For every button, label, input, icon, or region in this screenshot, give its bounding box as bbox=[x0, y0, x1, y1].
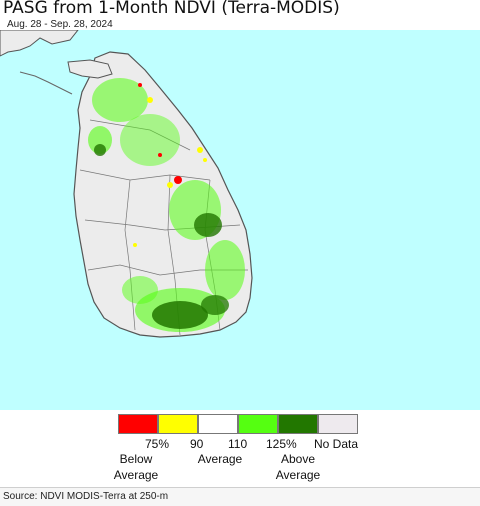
legend-tick-no-data: No Data bbox=[314, 437, 359, 451]
legend-below-label: Below bbox=[119, 452, 153, 466]
india-coastline bbox=[0, 30, 79, 57]
source-text: Source: NDVI MODIS-Terra at 250-m bbox=[3, 491, 169, 502]
legend-swatch-light-green bbox=[238, 414, 278, 434]
source-footer: Source: NDVI MODIS-Terra at 250-m bbox=[0, 487, 480, 506]
green-anomaly-areas bbox=[88, 78, 245, 332]
legend-swatch-no-data bbox=[318, 414, 358, 434]
legend-below-average-label: Average bbox=[113, 468, 159, 482]
legend-swatch-yellow bbox=[158, 414, 198, 434]
legend-average-label: Average bbox=[197, 452, 243, 466]
sri-lanka-map bbox=[0, 30, 480, 410]
date-range: Aug. 28 - Sep. 28, 2024 bbox=[7, 19, 113, 30]
legend-tick-90: 90 bbox=[190, 437, 204, 451]
legend-above-average-label: Average bbox=[275, 468, 321, 482]
jaffna-peninsula bbox=[67, 59, 113, 79]
legend-tick-75: 75% bbox=[145, 437, 170, 451]
legend-swatch-dark-green bbox=[278, 414, 318, 434]
below-average-spots bbox=[133, 83, 207, 247]
legend-above-label: Above bbox=[280, 452, 316, 466]
map-title: PASG from 1-Month NDVI (Terra-MODIS) bbox=[3, 0, 340, 18]
legend-swatch-white bbox=[198, 414, 238, 434]
legend-swatch-red bbox=[118, 414, 158, 434]
legend-tick-110: 110 bbox=[228, 437, 248, 451]
legend-bar bbox=[118, 414, 358, 435]
legend-tick-125: 125% bbox=[266, 437, 297, 451]
map-panel bbox=[0, 30, 480, 410]
adams-bridge bbox=[19, 71, 73, 95]
